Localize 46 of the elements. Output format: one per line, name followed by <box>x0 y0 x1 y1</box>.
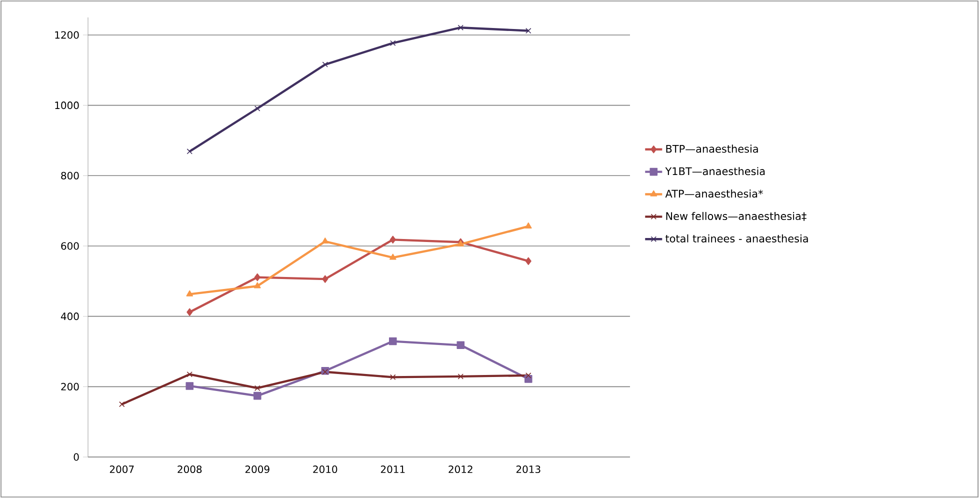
y-tick-label: 600 <box>61 242 79 250</box>
legend-label: total trainees - anaesthesia <box>666 234 808 242</box>
point <box>389 254 396 260</box>
x-tick-label: 2013 <box>516 466 540 474</box>
point <box>254 282 261 288</box>
x-tick-label: 2009 <box>245 466 270 474</box>
point <box>254 106 260 112</box>
point <box>322 238 329 244</box>
point <box>526 28 532 34</box>
point <box>390 374 396 380</box>
point <box>456 341 465 350</box>
y-tick-label: 200 <box>61 382 79 390</box>
y-tick-label: 0 <box>74 453 79 461</box>
point <box>390 40 396 46</box>
legend-label: ATP—anaesthesia* <box>665 190 763 198</box>
point <box>458 374 464 380</box>
point <box>322 369 328 375</box>
legend-label: New fellows—anaesthesia‡ <box>666 212 806 221</box>
point <box>388 337 397 346</box>
x-tick-label: 2008 <box>178 466 202 474</box>
point <box>322 62 328 68</box>
point <box>254 385 260 391</box>
x-tick-label: 2007 <box>110 466 134 474</box>
y-tick-label: 1000 <box>55 102 79 110</box>
point <box>322 275 328 283</box>
point <box>186 382 194 390</box>
point <box>254 273 260 282</box>
point <box>526 372 532 378</box>
y-tick-label: 400 <box>60 312 79 320</box>
legend-label: BTP—anaesthesia <box>666 144 758 153</box>
point <box>186 148 192 154</box>
point <box>458 24 464 30</box>
legend-label: Y1BT—anaesthesia <box>665 167 765 176</box>
y-tick-label: 800 <box>61 172 79 180</box>
point <box>186 308 193 316</box>
point <box>390 236 396 244</box>
point <box>524 222 532 228</box>
x-tick-label: 2010 <box>313 466 338 474</box>
point <box>186 371 192 378</box>
y-tick-label: 1200 <box>55 31 79 39</box>
point <box>119 401 125 408</box>
point <box>525 257 532 265</box>
point <box>253 392 262 400</box>
x-tick-label: 2011 <box>380 466 405 474</box>
x-tick-label: 2012 <box>448 466 472 474</box>
point <box>186 290 194 296</box>
